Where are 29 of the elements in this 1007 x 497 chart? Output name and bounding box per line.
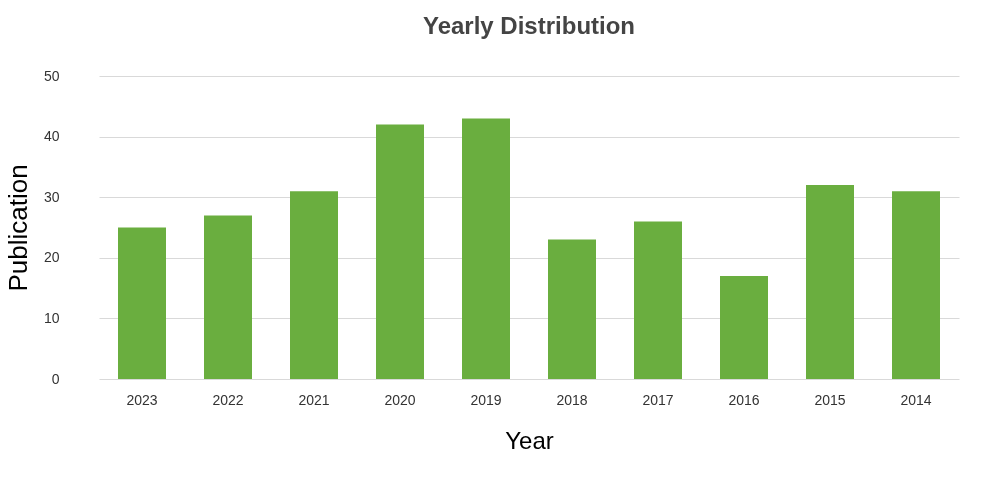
x-tick-label: 2017 (642, 391, 674, 408)
bar (462, 118, 510, 379)
bar (548, 239, 596, 379)
x-tick-label: 2022 (212, 391, 244, 408)
y-tick-label: 0 (51, 370, 60, 387)
y-tick-label: 50 (43, 67, 60, 84)
x-tick-label: 2019 (470, 391, 502, 408)
x-tick-label: 2016 (728, 391, 760, 408)
bar (720, 275, 768, 379)
x-tick-label: 2023 (126, 391, 158, 408)
y-axis-title: Publication (2, 164, 33, 292)
bar (634, 221, 682, 379)
bar (376, 124, 424, 379)
x-tick-label: 2018 (556, 391, 588, 408)
x-tick-label: 2015 (814, 391, 846, 408)
bar (892, 191, 940, 379)
x-tick-label: 2014 (900, 391, 932, 408)
x-axis-title: Year (505, 426, 554, 454)
bar (204, 215, 252, 379)
bar (118, 227, 166, 379)
y-tick-label: 40 (43, 128, 60, 145)
bar (806, 185, 854, 379)
x-tick-label: 2021 (298, 391, 330, 408)
y-tick-label: 30 (43, 188, 60, 205)
chart-title: Yearly Distribution (422, 12, 636, 39)
x-tick-label: 2020 (384, 391, 416, 408)
y-tick-label: 10 (43, 309, 60, 326)
y-tick-label: 20 (43, 249, 60, 266)
bar (290, 191, 338, 379)
